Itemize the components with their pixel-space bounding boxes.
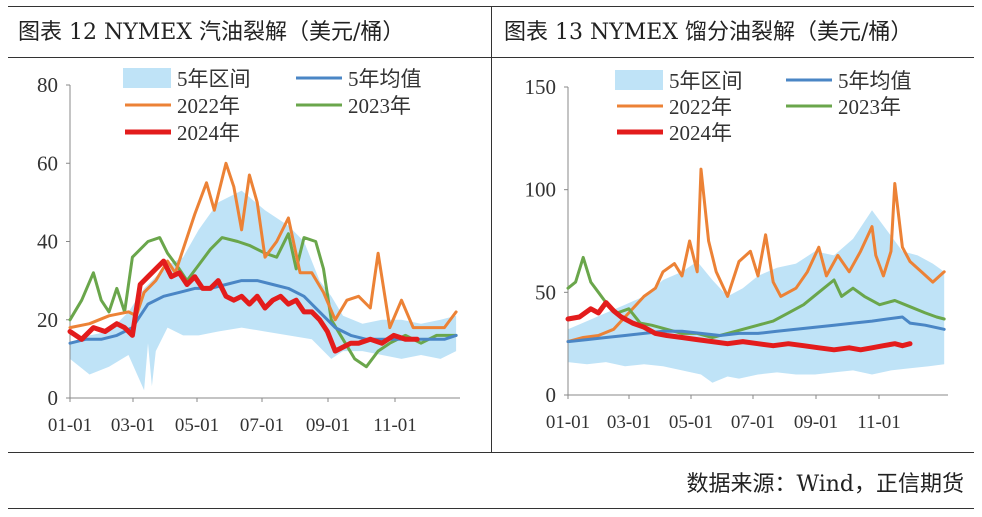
footer-rule xyxy=(8,452,974,453)
y-tick-label: 60 xyxy=(37,151,58,175)
legend-swatch-band xyxy=(123,68,171,88)
x-tick-label: 01-01 xyxy=(546,412,590,433)
legend-label: 2024年 xyxy=(669,121,732,145)
legend-label: 2023年 xyxy=(838,95,901,119)
x-tick-label: 07-01 xyxy=(240,415,284,436)
range-band-area xyxy=(568,210,945,383)
x-tick-label: 05-01 xyxy=(175,415,219,436)
y-tick-label: 0 xyxy=(48,386,59,410)
y-tick-label: 100 xyxy=(525,178,557,202)
y-tick-label: 20 xyxy=(37,308,58,332)
series-line-y2024 xyxy=(565,300,913,353)
x-tick-label: 05-01 xyxy=(669,412,713,433)
distillate-crack-chart: 0 50 100 150 01-01 03-01 05-01 07-01 09-01 11-01 5… xyxy=(525,69,948,433)
legend-label: 5年均值 xyxy=(838,69,912,93)
legend-label: 2022年 xyxy=(669,95,732,119)
x-tick-label: 11-01 xyxy=(373,415,417,436)
y-tick-label: 150 xyxy=(525,75,557,99)
legend-label: 2023年 xyxy=(348,94,411,118)
y-tick-label: 0 xyxy=(546,383,557,407)
y-tick-label: 50 xyxy=(535,280,556,304)
series-line-y2022 xyxy=(566,167,946,344)
series-line-y2023 xyxy=(68,232,458,369)
panel-divider xyxy=(491,6,492,452)
y-tick-label: 80 xyxy=(37,73,58,97)
chart-title-gasoline: 图表 12 NYMEX 汽油裂解（美元/桶） xyxy=(18,20,405,45)
x-tick-label: 07-01 xyxy=(731,412,775,433)
legend-label: 5年均值 xyxy=(348,67,422,91)
x-tick-label: 03-01 xyxy=(607,412,651,433)
bottom-rule xyxy=(8,508,974,509)
x-tick-label: 09-01 xyxy=(306,415,350,436)
legend-label: 5年区间 xyxy=(669,69,743,93)
legend-swatch-band xyxy=(615,70,663,90)
legend-label: 2022年 xyxy=(177,94,240,118)
x-tick-label: 11-01 xyxy=(857,412,901,433)
chart-title-distillate: 图表 13 NYMEX 馏分油裂解（美元/桶） xyxy=(504,20,913,45)
y-tick-label: 40 xyxy=(37,230,58,254)
x-tick-label: 03-01 xyxy=(111,415,155,436)
x-tick-label: 09-01 xyxy=(794,412,838,433)
series-line-y2022 xyxy=(68,161,458,330)
source-note: 数据来源：Wind，正信期货 xyxy=(686,472,964,497)
gasoline-crack-chart: 0 20 40 60 80 01-01 03-01 05-01 07-01 09-01 11-01 5… xyxy=(37,67,460,436)
series-line-avg xyxy=(566,315,946,344)
series-line-y2024 xyxy=(67,258,420,354)
legend-label: 5年区间 xyxy=(177,67,251,91)
legend-label: 2024年 xyxy=(177,121,240,145)
x-tick-label: 01-01 xyxy=(48,415,92,436)
